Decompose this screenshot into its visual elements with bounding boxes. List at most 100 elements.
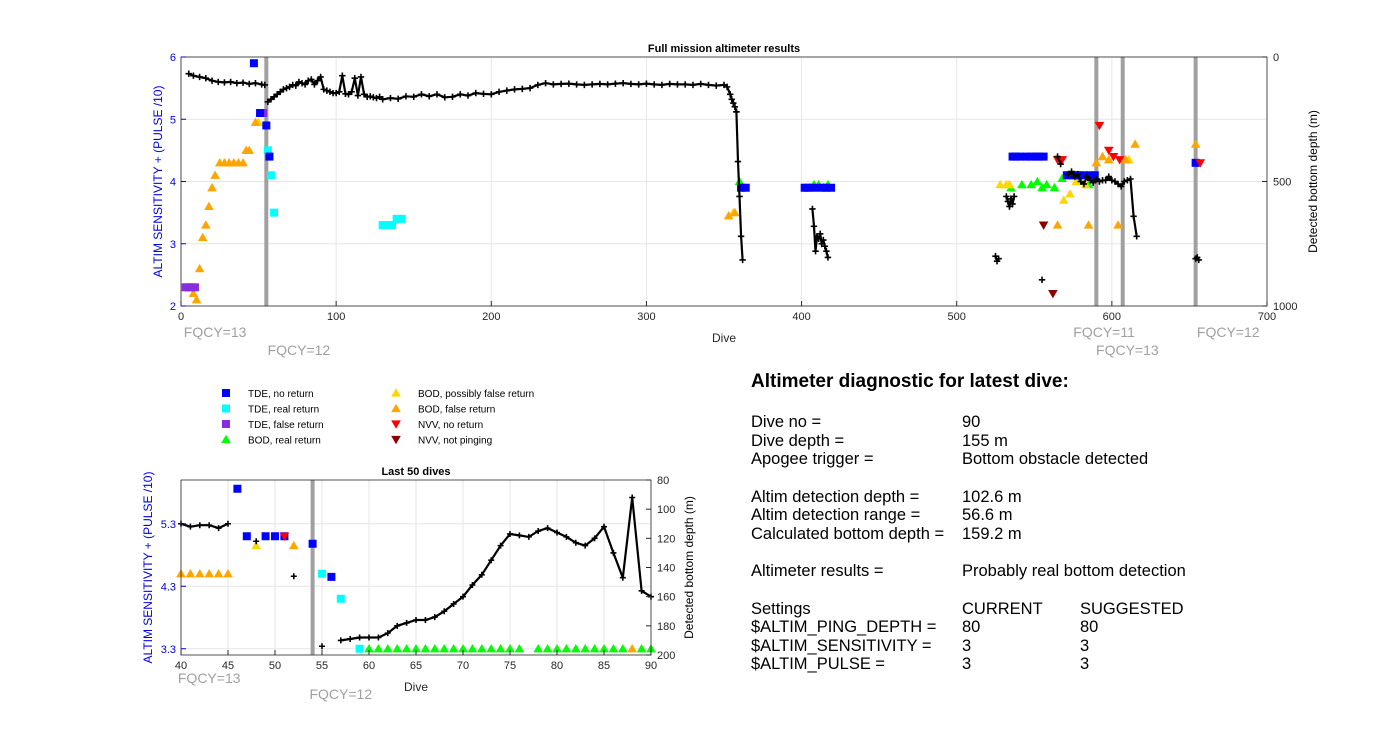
bottom-depth-point [1096,178,1103,185]
bottom-depth-point [573,81,580,88]
bottom-depth-point [497,542,504,549]
bottom-depth-point [337,637,344,644]
bottom-depth-point [357,73,365,81]
tde-no-return-marker [308,539,317,548]
bottom-depth-point [413,617,419,623]
bottom-depth-point [375,634,382,641]
bottom-depth-point [823,248,830,255]
bod-real-return-marker [1049,182,1060,192]
nvv-no-return-marker [1094,121,1105,131]
y-axis-label: ALTIM SENSITIVITY + (PULSE /10) [141,472,155,664]
bottom-depth-point [824,254,832,261]
bottom-depth-point [253,538,260,545]
bottom-depth-point [697,80,704,88]
bottom-depth-point [572,539,579,546]
tde-no-return-marker [1016,152,1025,161]
bottom-depth-point [488,91,495,98]
chart-title: Last 50 dives [381,466,450,478]
y2-tick-label: 120 [657,533,675,545]
bottom-depth-point [516,532,523,539]
bottom-depth-point [387,94,394,102]
diagnostic-key: Altimeter results = [751,562,884,580]
x-tick-label: 300 [637,311,655,323]
y2-tick-label: 160 [657,592,675,604]
bottom-depth-point [295,78,303,86]
chart-title: Full mission altimeter results [648,43,800,55]
bod-false-return-marker [191,294,202,304]
bottom-depth-point [734,158,742,165]
tde-no-return-marker [327,572,336,581]
bottom-depth-point [395,95,402,103]
legend-label: BOD, real return [248,436,321,447]
bod-real-return-marker [608,643,619,653]
x-tick-label: 55 [316,660,328,672]
bottom-depth-point [1124,177,1131,184]
diagnostic-value: 56.6 m [962,506,1013,524]
x-tick-label: 700 [1258,311,1276,323]
settings-suggested-header: SUGGESTED [1080,599,1184,618]
tde-real-return-marker [355,644,364,653]
bottom-depth-point [320,86,327,93]
bottom-depth-point [535,528,542,535]
bottom-depth-point [1057,160,1064,168]
bottom-depth-point [629,494,636,501]
bottom-depth-point [233,79,241,87]
bottom-depth-point [252,79,259,87]
legend-label: TDE, real return [248,405,319,416]
bottom-depth-point [596,80,604,88]
bottom-depth-point [810,223,818,230]
bod-false-return-marker [1130,139,1140,148]
diagnostic-key: Altim detection depth = [751,487,920,506]
bottom-depth-point [534,81,542,89]
bod-false-return-marker [201,220,211,229]
y-tick-label: 3 [170,239,176,251]
bottom-depth-point [1010,193,1018,200]
bottom-depth-point [542,79,549,87]
tde-real-return-marker [270,208,279,217]
bottom-depth-point [563,533,570,540]
altimeter-diagnostic-panel: Altimeter diagnostic for latest dive: Di… [751,371,1391,674]
bod-real-return-marker [636,643,647,653]
bottom-depth-point [261,81,268,89]
tde-no-return-marker [261,532,270,541]
diagnostic-row-detection-depth: Altim detection depth = 102.6 m [751,488,1391,507]
bottom-depth-point [450,600,457,607]
x-tick-label: 70 [457,660,469,672]
bottom-depth-point [422,617,429,623]
tde-no-return-marker [1191,158,1200,167]
bottom-depth-point [336,88,343,96]
bottom-depth-point [283,84,290,92]
bottom-depth-point [348,88,355,96]
bottom-depth-point [311,81,318,88]
bod-real-return-marker [505,643,515,653]
bottom-depth-point [221,79,228,86]
tde-no-return-marker [1027,152,1036,161]
bottom-depth-point [730,99,737,107]
bod-real-return-marker [1057,173,1068,182]
bod-real-return-marker [580,643,590,653]
bottom-depth-point [394,622,401,629]
bottom-depth-point [610,549,617,556]
bod-false-return-marker [210,170,220,179]
bod-real-return-marker [1032,176,1043,186]
bottom-depth-point [208,77,216,84]
bottom-depth-point [1080,180,1088,188]
diagnostic-row-altimeter-results: Altimeter results = Probably real bottom … [751,562,1391,581]
diagnostic-value: 102.6 m [962,487,1022,506]
tde-no-return-marker [1079,171,1088,180]
tde-no-return-marker [827,183,836,192]
bod-false-return-marker [1083,220,1094,229]
tde-real-return-marker [336,594,345,603]
x-tick-label: 200 [482,311,500,323]
tde-no-return-marker [822,183,831,192]
bottom-depth-point [503,87,510,94]
bottom-depth-point [319,643,325,650]
bottom-depth-point [1108,177,1116,184]
bod-real-return-marker [495,643,506,653]
bottom-depth-point [619,574,626,581]
bottom-depth-point [480,90,487,98]
y-tick-label: 2 [170,301,176,313]
fqcy-label: FQCY=13 [184,324,247,340]
bod-real-return-marker [401,643,412,653]
y2-tick-label: 180 [657,621,675,633]
